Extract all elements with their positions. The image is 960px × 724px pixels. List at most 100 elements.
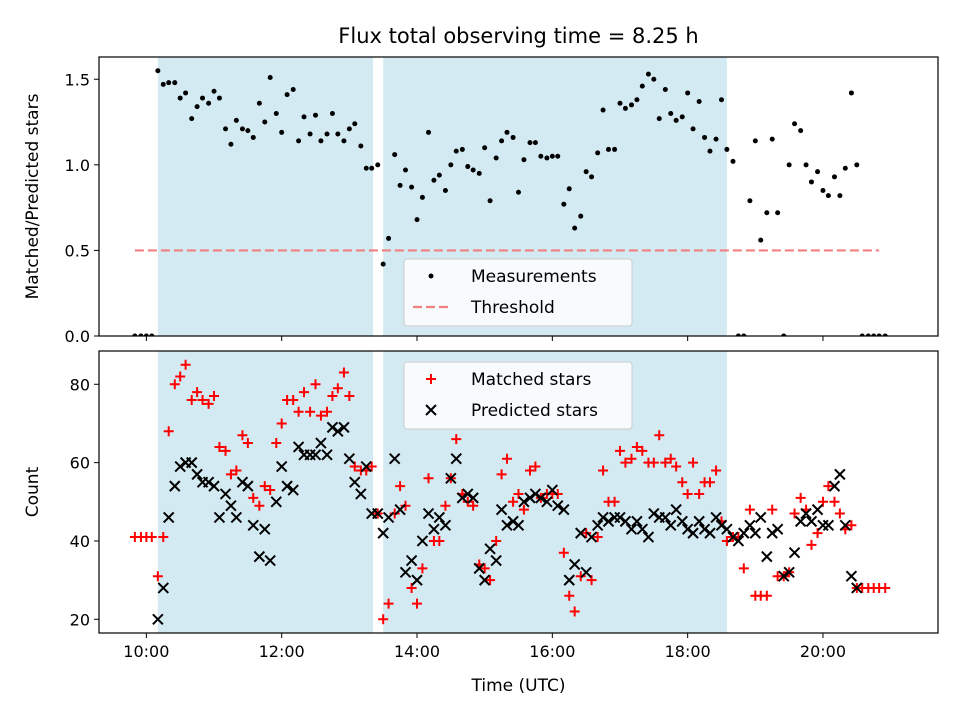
predicted-star-marker — [524, 492, 536, 504]
top-panel: 0.0 0.5 1.0 1.5 Measurements Threshold — [65, 56, 939, 346]
predicted-star-marker — [665, 519, 677, 531]
measurement-point — [527, 140, 533, 146]
measurement-point — [871, 333, 877, 336]
measurement-point — [363, 165, 369, 171]
predicted-star-marker — [585, 531, 598, 543]
measurement-point — [764, 210, 770, 216]
measurement-point — [865, 333, 871, 336]
predicted-star-marker — [377, 527, 389, 539]
top-y-tick-label: 0.5 — [65, 241, 90, 260]
measurement-point — [510, 134, 516, 140]
measurement-point — [465, 164, 471, 170]
measurement-point — [380, 261, 386, 267]
measurement-point — [160, 81, 166, 87]
bottom-y-axis-label: Count — [23, 466, 43, 517]
predicted-star-marker — [388, 453, 401, 465]
predicted-star-marker — [568, 558, 581, 571]
predicted-star-marker — [575, 527, 587, 539]
predicted-star-marker — [529, 488, 542, 500]
matched-star-marker — [209, 391, 220, 402]
measurement-point — [651, 76, 657, 82]
measurement-point — [194, 104, 200, 110]
predicted-star-marker — [169, 480, 181, 492]
top-axes-frame — [98, 56, 939, 337]
matched-star-marker — [767, 504, 778, 515]
predicted-star-marker — [710, 511, 722, 524]
predicted-star-marker — [800, 507, 812, 520]
measurement-point — [352, 121, 358, 127]
predicted-star-marker — [405, 554, 418, 567]
matched-star-marker — [366, 461, 377, 472]
predicted-star-marker — [338, 421, 350, 434]
matched-star-marker — [220, 445, 231, 456]
measurement-point — [634, 97, 640, 103]
predicted-star-marker — [552, 500, 564, 512]
predicted-star-marker — [292, 441, 305, 453]
measurement-point — [521, 157, 527, 163]
predicted-star-marker — [399, 566, 412, 578]
top-y-axis-label: Matched/Predicted stars — [23, 93, 43, 299]
matched-star-marker — [552, 488, 563, 499]
matched-star-marker — [711, 465, 722, 476]
measurement-point — [668, 110, 674, 116]
matched-star-marker — [423, 473, 434, 484]
matched-star-marker — [146, 532, 157, 543]
measurement-point — [803, 162, 809, 168]
predicted-star-marker — [174, 460, 186, 473]
predicted-star-marker — [247, 519, 259, 531]
measurement-point — [538, 153, 544, 159]
matched-star-marker — [496, 469, 507, 480]
predicted-star-marker — [693, 515, 705, 528]
matched-star-marker — [327, 391, 338, 402]
predicted-star-marker — [681, 523, 694, 535]
measurement-point — [555, 153, 561, 159]
top-shaded-interval — [157, 57, 374, 336]
matched-star-marker — [271, 438, 282, 449]
predicted-star-marker — [851, 582, 863, 594]
measurement-point — [183, 90, 189, 96]
measurement-point — [831, 174, 837, 180]
predicted-star-marker — [704, 527, 716, 539]
measurement-point — [741, 333, 747, 336]
measurement-point — [397, 182, 403, 188]
measurement-point — [713, 136, 719, 142]
predicted-star-marker — [208, 480, 220, 492]
predicted-star-marker — [372, 507, 384, 520]
bottom-legend-label: Predicted stars — [471, 401, 598, 421]
matched-star-marker — [569, 606, 580, 617]
predicted-star-marker — [727, 531, 739, 543]
matched-star-marker — [288, 394, 299, 405]
measurement-point — [307, 131, 313, 137]
matched-star-marker — [163, 426, 174, 437]
matched-star-marker — [451, 434, 462, 445]
matched-star-marker — [322, 406, 333, 417]
matched-star-marker — [620, 457, 631, 468]
measurement-point — [876, 333, 882, 336]
measurement-point — [296, 138, 302, 144]
measurement-point — [685, 90, 691, 96]
measurement-point — [211, 88, 217, 94]
predicted-star-marker — [817, 519, 829, 531]
matched-star-marker — [417, 563, 428, 574]
top-legend-label: Threshold — [470, 298, 555, 318]
matched-star-marker — [637, 445, 648, 456]
measurement-point — [882, 333, 888, 336]
measurement-point — [442, 188, 448, 194]
measurement-point — [605, 146, 611, 152]
measurement-point — [639, 83, 645, 89]
predicted-star-marker — [157, 582, 169, 594]
matched-star-marker — [395, 481, 406, 492]
measurement-point — [239, 126, 245, 132]
measurement-point — [628, 102, 634, 108]
x-tick-label: 18:00 — [665, 642, 711, 661]
measurement-point — [470, 167, 476, 173]
matched-star-marker — [598, 465, 609, 476]
measurement-point — [329, 110, 335, 116]
matched-star-marker — [558, 547, 569, 558]
predicted-star-marker — [845, 570, 858, 582]
predicted-star-marker — [518, 496, 530, 508]
measurement-point — [808, 179, 814, 185]
measurement-point — [318, 138, 324, 144]
predicted-star-marker — [828, 480, 841, 492]
predicted-star-marker — [315, 437, 327, 449]
